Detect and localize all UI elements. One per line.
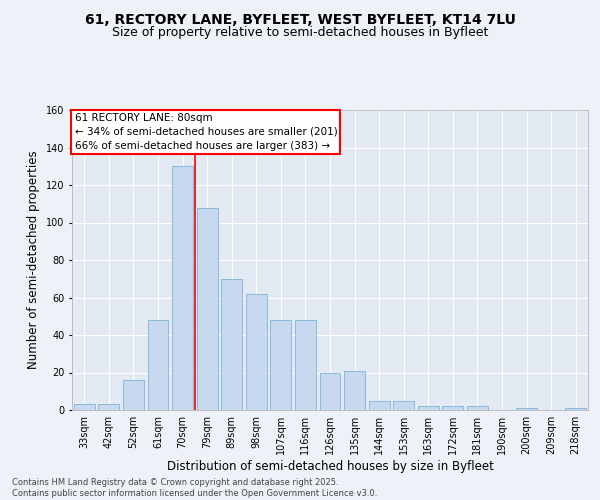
Bar [123, 380, 144, 410]
Bar [393, 400, 414, 410]
Bar [74, 404, 95, 410]
Bar [98, 404, 119, 410]
Bar [565, 408, 586, 410]
Bar [516, 408, 537, 410]
Bar [467, 406, 488, 410]
X-axis label: Distribution of semi-detached houses by size in Byfleet: Distribution of semi-detached houses by … [167, 460, 493, 473]
Text: 61, RECTORY LANE, BYFLEET, WEST BYFLEET, KT14 7LU: 61, RECTORY LANE, BYFLEET, WEST BYFLEET,… [85, 12, 515, 26]
Bar [442, 406, 463, 410]
Y-axis label: Number of semi-detached properties: Number of semi-detached properties [28, 150, 40, 370]
Bar [368, 400, 389, 410]
Bar [148, 320, 169, 410]
Bar [221, 279, 242, 410]
Bar [246, 294, 267, 410]
Text: Contains HM Land Registry data © Crown copyright and database right 2025.
Contai: Contains HM Land Registry data © Crown c… [12, 478, 377, 498]
Bar [271, 320, 292, 410]
Text: 61 RECTORY LANE: 80sqm
← 34% of semi-detached houses are smaller (201)
66% of se: 61 RECTORY LANE: 80sqm ← 34% of semi-det… [74, 113, 337, 151]
Bar [172, 166, 193, 410]
Bar [320, 372, 340, 410]
Text: Size of property relative to semi-detached houses in Byfleet: Size of property relative to semi-detach… [112, 26, 488, 39]
Bar [344, 370, 365, 410]
Bar [295, 320, 316, 410]
Bar [418, 406, 439, 410]
Bar [197, 208, 218, 410]
